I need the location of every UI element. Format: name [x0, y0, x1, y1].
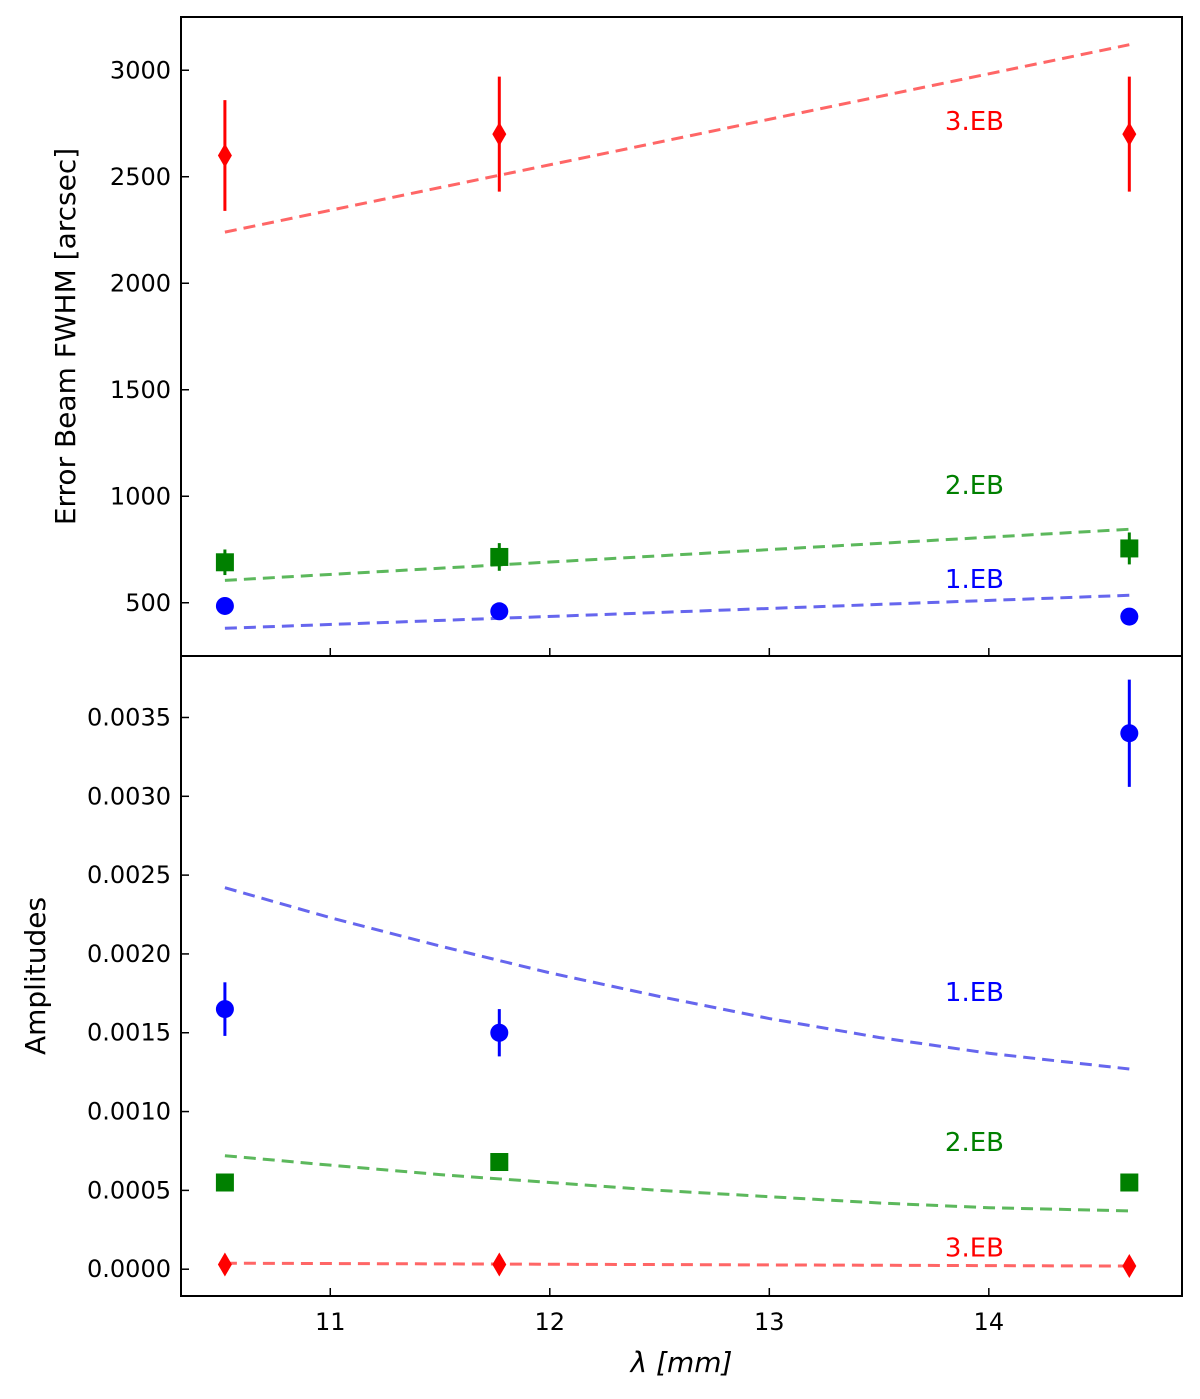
series-label: 3.EB — [945, 107, 1004, 137]
y-tick-label: 0.0020 — [87, 940, 171, 968]
x-tick-label: 14 — [974, 1308, 1005, 1336]
x-tick-label: 11 — [315, 1308, 346, 1336]
x-axis-title: λ [mm] — [629, 1346, 733, 1379]
y-tick-label: 500 — [125, 589, 171, 617]
data-point — [217, 1252, 232, 1277]
model-line — [224, 886, 1130, 1071]
series-3-eb: 3.EB — [217, 1234, 1137, 1279]
y-tick-label: 0.0010 — [87, 1098, 171, 1126]
series-label: 1.EB — [945, 565, 1004, 595]
y-tick-label: 1500 — [110, 376, 171, 404]
y-tick-label: 0.0025 — [87, 861, 171, 889]
data-point — [1120, 724, 1139, 743]
model-line — [224, 593, 1130, 630]
data-point — [490, 1153, 509, 1172]
bottom-panel: 0.0000 0.0005 0.0010 0.0015 0.0020 0.0025 0.00… — [19, 655, 1183, 1336]
series-label: 1.EB — [945, 978, 1004, 1008]
y-tick-label: 0.0035 — [87, 703, 171, 731]
series-label: 2.EB — [945, 1128, 1004, 1158]
data-point — [215, 1000, 234, 1019]
plot-frame — [180, 655, 1183, 1297]
data-point — [490, 547, 509, 566]
model-line — [224, 1154, 1130, 1213]
series-3-eb: 3.EB — [217, 43, 1137, 234]
data-point — [1122, 122, 1137, 147]
y-axis-title: Error Beam FWHM [arcsec] — [49, 148, 82, 525]
y-axis-title: Amplitudes — [19, 897, 52, 1055]
series-1-eb: 1.EB — [215, 679, 1139, 1071]
y-tick-label: 1000 — [110, 482, 171, 510]
plot-frame — [180, 16, 1183, 657]
series-label: 3.EB — [945, 1234, 1004, 1264]
y-tick-label: 0.0000 — [87, 1255, 171, 1283]
data-point — [1120, 1173, 1139, 1192]
data-point — [490, 1023, 509, 1042]
x-tick-label: 12 — [535, 1308, 566, 1336]
data-point — [492, 122, 507, 147]
y-tick-label: 3000 — [110, 56, 171, 84]
top-panel: 500 1000 1500 2000 2500 3000 Error Beam FWHM [… — [49, 16, 1183, 657]
series-2-eb: 2.EB — [215, 1128, 1139, 1213]
data-point — [215, 553, 234, 572]
model-line — [224, 43, 1130, 234]
x-tick-label: 13 — [754, 1308, 785, 1336]
series-1-eb: 1.EB — [215, 565, 1139, 630]
model-line — [224, 1261, 1130, 1268]
data-point — [492, 1252, 507, 1277]
data-point — [1122, 1254, 1137, 1279]
data-point — [1120, 539, 1139, 558]
data-point — [215, 1173, 234, 1192]
series-label: 2.EB — [945, 471, 1004, 501]
data-point — [490, 602, 509, 621]
y-tick-label: 2500 — [110, 163, 171, 191]
data-point — [1120, 607, 1139, 626]
y-tick-label: 0.0030 — [87, 782, 171, 810]
series-2-eb: 2.EB — [215, 471, 1139, 582]
y-tick-label: 0.0015 — [87, 1019, 171, 1047]
data-point — [217, 143, 232, 168]
y-tick-label: 2000 — [110, 269, 171, 297]
data-point — [215, 596, 234, 615]
y-tick-label: 0.0005 — [87, 1176, 171, 1204]
